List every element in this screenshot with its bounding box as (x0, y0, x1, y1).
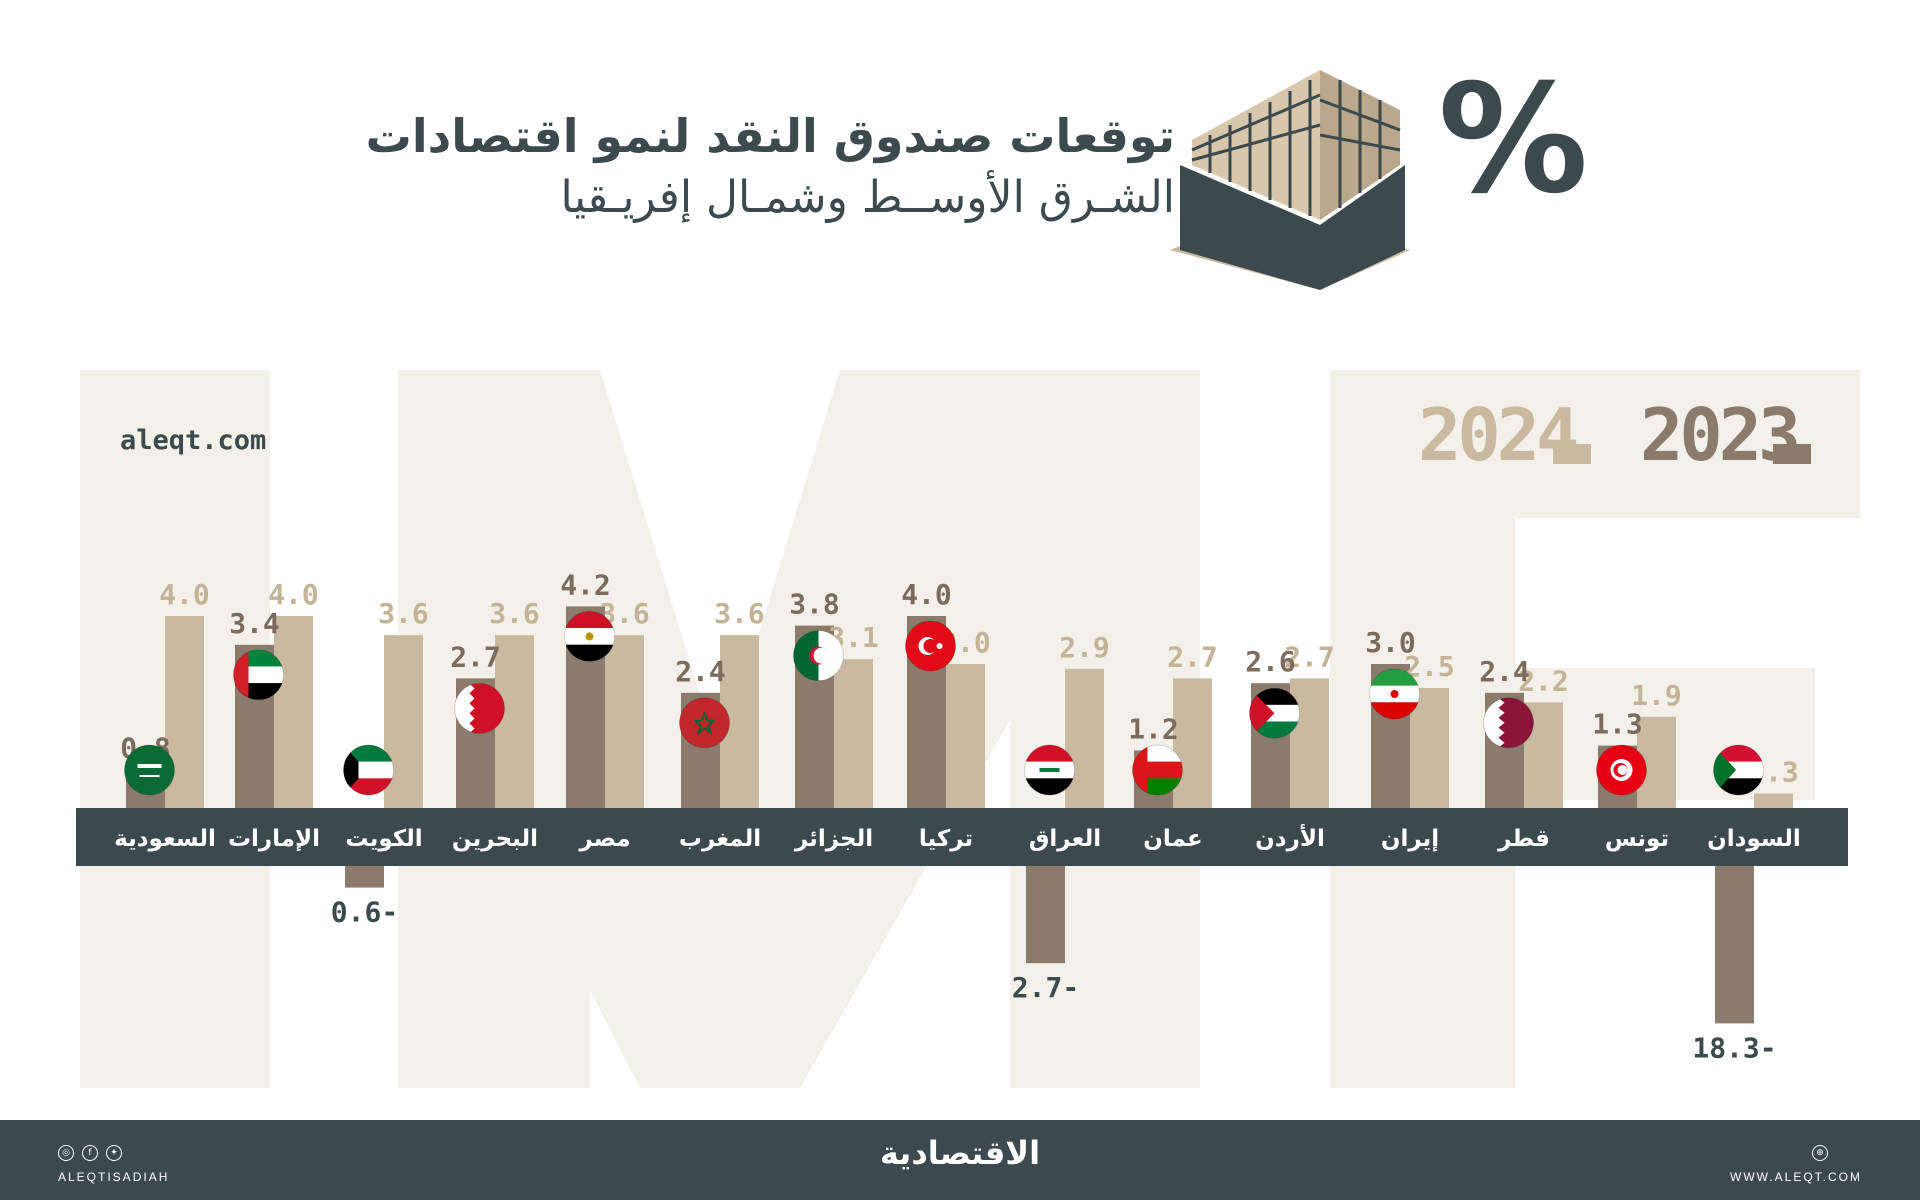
value-label-2024: 1.9 (1631, 679, 1682, 712)
value-label-2024: 2.9 (1059, 631, 1110, 664)
value-label-2023: 2.4 (675, 655, 726, 688)
value-label-2023: 2.4 (1479, 655, 1530, 688)
value-label-2024: 3.6 (714, 597, 765, 630)
legend-2024-swatch (1553, 444, 1591, 464)
country-label: قطر (1497, 826, 1550, 852)
chart-title: توقعات صندوق النقد لنمو اقتصادات (365, 109, 1175, 163)
country-label: الأردن (1255, 823, 1325, 852)
bar-2024 (274, 616, 313, 808)
bar-2023 (1026, 866, 1065, 964)
bar-2023 (345, 866, 384, 888)
footer-handle[interactable]: ALEQTISADIAH (58, 1170, 170, 1184)
bar-2024 (1410, 688, 1449, 808)
value-label-2023: 0.6- (331, 896, 398, 929)
bar-2023 (1715, 866, 1754, 1024)
office-building-icon (1170, 70, 1410, 290)
egypt-flag-icon (564, 610, 615, 662)
footer: ◎ f ✦ ALEQTISADIAH الاقتصادية ⊕ WWW.ALEQ… (0, 1120, 1920, 1200)
globe-icon[interactable]: ⊕ (1812, 1145, 1828, 1161)
footer-url[interactable]: WWW.ALEQT.COM (1730, 1170, 1862, 1184)
country-label: الكويت (345, 826, 422, 852)
legend-2024-label: 2024 (1418, 393, 1579, 477)
uae-flag-icon (233, 649, 284, 701)
chart-subtitle: الشـرق الأوســط وشمـال إفريـقيا (560, 172, 1175, 223)
iraq-flag-icon (1024, 744, 1075, 796)
bar-2024 (1754, 793, 1793, 808)
value-label-2023: 18.3- (1692, 1031, 1776, 1064)
country-label: الإمارات (228, 826, 320, 852)
country-label: السودان (1707, 826, 1801, 852)
country-label: البحرين (452, 826, 538, 852)
value-label-2023: 3.0 (1365, 626, 1416, 659)
bar-2024 (834, 659, 873, 808)
facebook-icon[interactable]: f (82, 1145, 98, 1161)
value-label-2024: 2.7 (1284, 640, 1335, 673)
value-label-2023: 4.0 (901, 578, 952, 611)
source-label: aleqt.com (120, 425, 267, 456)
value-label-2024: 4.0 (159, 578, 210, 611)
iran-flag-icon (1369, 668, 1420, 720)
bar-2024 (946, 664, 985, 808)
country-label: تركيا (919, 826, 973, 852)
jordan-flag-icon (1249, 687, 1300, 739)
bahrain-flag-icon (454, 682, 505, 734)
qatar-flag-icon (1483, 697, 1534, 749)
country-label: العراق (1029, 826, 1101, 852)
value-label-2023: 3.4 (229, 607, 280, 640)
title-block: توقعات صندوق النقد لنمو اقتصادات الشـرق … (366, 105, 1175, 229)
bar-2024 (605, 635, 644, 808)
country-label: مصر (578, 826, 630, 852)
bar-2024 (495, 635, 534, 808)
value-label-2024: 4.0 (268, 578, 319, 611)
algeria-flag-icon (793, 630, 844, 682)
footer-logo: الاقتصادية (879, 1134, 1041, 1172)
saudi-arabia-flag-icon (124, 744, 175, 796)
morocco-flag-icon (679, 697, 730, 749)
instagram-icon[interactable]: ◎ (58, 1145, 74, 1161)
country-label: إيران (1381, 826, 1439, 852)
country-label: تونس (1605, 826, 1669, 852)
country-label: السعودية (114, 826, 216, 852)
legend-2023-swatch (1773, 444, 1811, 464)
value-label-2023: 2.7 (450, 640, 501, 673)
country-label: المغرب (679, 826, 761, 852)
twitter-icon[interactable]: ✦ (106, 1145, 122, 1161)
bar-2024 (1173, 678, 1212, 808)
oman-flag-icon (1132, 744, 1183, 796)
bar-2024 (1290, 678, 1329, 808)
percent-symbol: % (1438, 53, 1589, 227)
value-label-2023: 4.2 (560, 568, 611, 601)
value-label-2024: 2.2 (1518, 664, 1569, 697)
value-label-2023: 2.6 (1245, 645, 1296, 678)
tunisia-flag-icon (1596, 744, 1647, 796)
bar-2024 (1065, 668, 1104, 808)
country-label: عمان (1143, 826, 1202, 852)
country-label: الجزائر (794, 826, 873, 852)
growth-bar-chart: 4.00.8السعودية4.03.4الإمارات3.60.6-الكوي… (76, 568, 1848, 1064)
value-label-2024: 2.7 (1167, 640, 1218, 673)
country-band (76, 808, 1848, 866)
value-label-2024: 3.6 (489, 597, 540, 630)
value-label-2023: 1.2 (1128, 712, 1179, 745)
value-label-2023: 3.8 (789, 588, 840, 621)
sudan-flag-icon (1713, 744, 1764, 796)
value-label-2023: 1.3 (1592, 708, 1643, 741)
value-label-2024: 3.6 (378, 597, 429, 630)
value-label-2023: 2.7- (1012, 971, 1079, 1004)
kuwait-flag-icon (343, 744, 394, 796)
turkey-flag-icon (905, 620, 956, 672)
